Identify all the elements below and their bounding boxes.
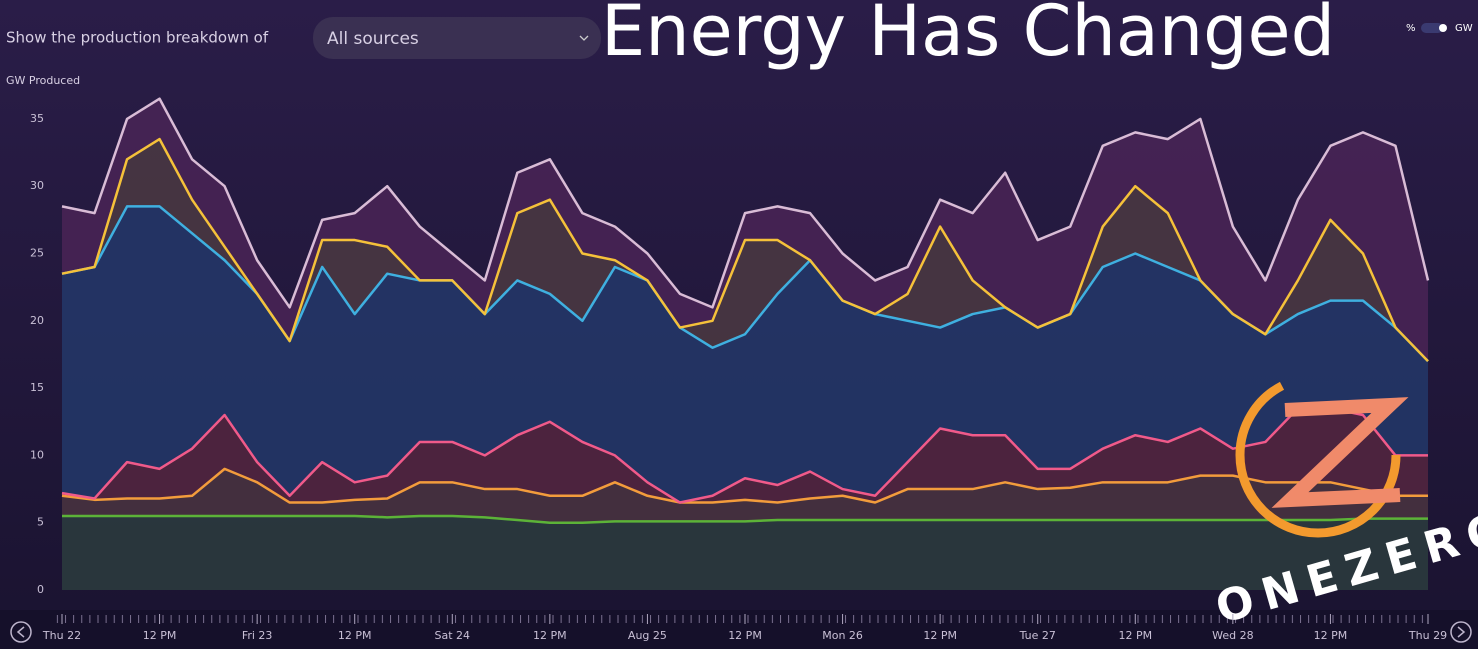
x-tick-label: 12 PM [143,629,177,642]
logo-z [1271,397,1409,508]
y-tick-label: 35 [30,112,44,125]
plot-area [61,97,1430,590]
timeline-minor-ticks [54,615,1430,623]
y-tick-label: 5 [37,516,44,529]
area [62,206,1428,503]
x-tick-label: 12 PM [923,629,957,642]
x-tick-label: Aug 25 [628,629,667,642]
series-line [61,467,1428,504]
x-tick-label: Thu 29 [1408,629,1447,642]
prev-button[interactable] [10,621,32,643]
series-line [61,407,1428,504]
unit-toggle-knob [1439,24,1447,32]
x-tick-label: 12 PM [533,629,567,642]
x-tick-label: Tue 27 [1019,629,1056,642]
next-arrow [1457,626,1466,638]
x-tick-label: Sat 24 [435,629,471,642]
x-tick-label: Fri 23 [242,629,273,642]
area [62,98,1428,362]
x-tick-label: Wed 28 [1212,629,1253,642]
y-tick-label: 10 [30,448,44,461]
y-tick-label: 30 [30,179,44,192]
logo-ring [1235,372,1401,538]
area [62,139,1428,362]
area [62,468,1428,523]
y-tick-label: 25 [30,247,44,260]
x-tick-label: 12 PM [1118,629,1152,642]
x-tick-label: 12 PM [1314,629,1348,642]
x-tick-label: Mon 26 [822,629,863,642]
prev-arrow [16,626,25,638]
dropdown-caret [579,35,589,41]
unit-gw: GW [1455,23,1473,34]
area [62,515,1428,590]
headline: Energy Has Changed [601,0,1335,72]
unit-toggle[interactable] [1421,23,1443,33]
x-tick-label: 12 PM [338,629,372,642]
series-line [61,137,1429,363]
y-tick-label: 20 [30,314,44,327]
y-axis-label: GW Produced [6,74,80,87]
series-line [62,514,1428,524]
source-dropdown[interactable] [313,17,601,59]
x-tick-label: 12 PM [728,629,762,642]
area [62,408,1428,503]
next-button[interactable] [1450,621,1472,643]
x-tick-label: Thu 22 [42,629,81,642]
series-line [61,97,1430,309]
breakdown-prompt: Show the production breakdown of [6,29,269,47]
y-tick-label: 15 [30,381,44,394]
unit-percent: % [1406,23,1416,34]
dropdown-value: All sources [327,29,419,49]
y-tick-label: 0 [37,583,44,596]
